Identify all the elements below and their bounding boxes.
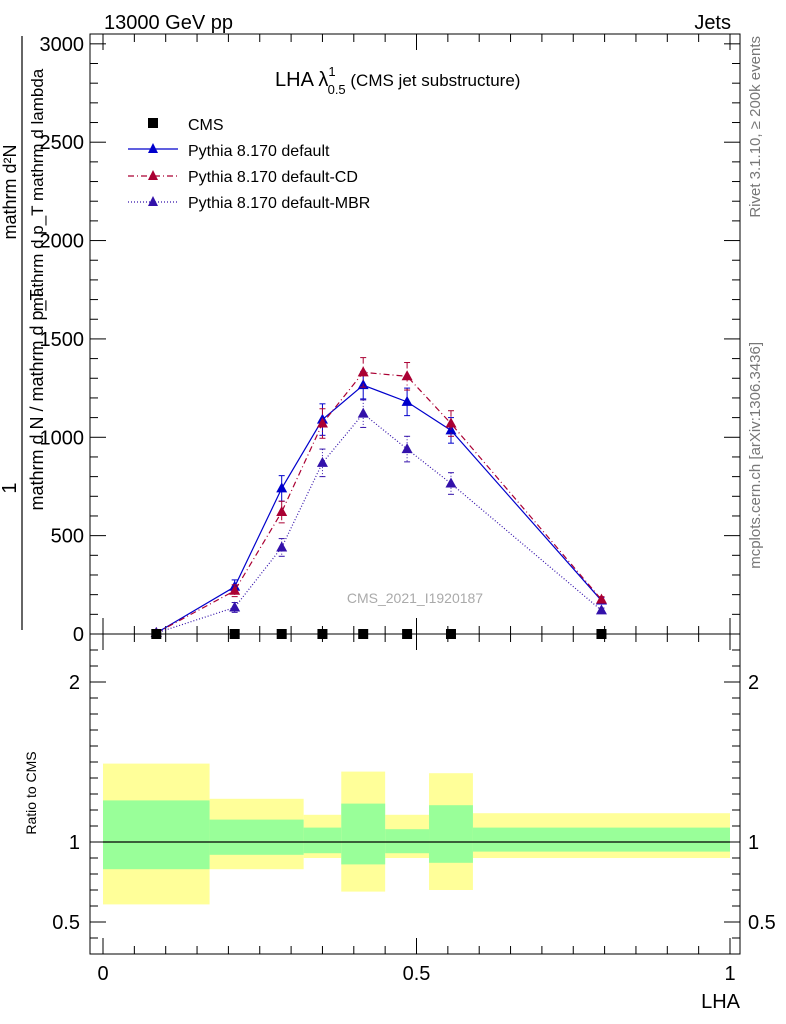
analysis-watermark: CMS_2021_I1920187: [347, 590, 483, 606]
cms-data-point: [151, 629, 162, 639]
ratio-y-tick-label-right: 0.5: [748, 912, 776, 934]
legend-label-default: Pythia 8.170 default: [188, 143, 330, 160]
legend-label-cd: Pythia 8.170 default-CD: [188, 169, 358, 186]
point-mbr: [229, 601, 241, 612]
ratio-band-inner: [209, 819, 304, 855]
ratio-axes: 0.5 0.5 1 1 2 2 0 0.5 1: [52, 634, 776, 985]
title-suffix: (CMS jet substructure): [346, 71, 521, 90]
point-cd: [401, 370, 413, 381]
ratio-band-inner: [472, 827, 730, 852]
point-mbr: [595, 604, 607, 615]
point-mbr: [357, 407, 369, 418]
point-mbr: [316, 456, 328, 467]
legend: CMS Pythia 8.170 default Pythia 8.170 de…: [128, 117, 370, 212]
ylabel-outer-numerator: 1: [0, 482, 21, 493]
x-tick-label: 1: [724, 963, 735, 985]
title-sup: 1: [328, 64, 335, 79]
ratio-band-inner: [429, 805, 473, 863]
y-tick-label: 1000: [40, 427, 85, 449]
ratio-y-tick-label: 2: [69, 672, 80, 694]
point-mbr: [445, 477, 457, 488]
point-cd: [595, 593, 607, 604]
y-tick-label: 1500: [40, 329, 85, 351]
ratio-y-tick-label: 1: [69, 832, 80, 854]
point-mbr: [276, 541, 288, 552]
title-main: LHA λ: [275, 69, 328, 91]
point-default: [401, 395, 413, 406]
main-axes: 0 500 1000 1500 2000 2500 3000: [40, 34, 740, 646]
ratio-y-tick-label: 0.5: [52, 912, 80, 934]
point-cd: [316, 417, 328, 428]
point-cd: [445, 417, 457, 428]
series-layer: [150, 357, 607, 638]
y-tick-label: 500: [51, 526, 84, 548]
legend-label-cms: CMS: [188, 117, 224, 134]
mcplots-label: mcplots.cern.ch [arXiv:1306.3436]: [747, 342, 764, 569]
ratio-bands: [103, 763, 730, 905]
cms-data-point: [402, 629, 413, 639]
ratio-band-inner: [303, 827, 342, 854]
legend-marker-mbr: [148, 196, 158, 206]
legend-marker-cd: [148, 170, 158, 180]
x-tick-label: 0: [97, 963, 108, 985]
legend-marker-cms: [148, 118, 158, 128]
cms-data-point: [445, 629, 456, 639]
ratio-band-inner: [341, 803, 386, 865]
x-tick-label: 0.5: [403, 963, 431, 985]
cms-data-point: [317, 629, 328, 639]
cms-data-layer: [151, 629, 607, 639]
point-cd: [357, 366, 369, 377]
point-cd: [276, 506, 288, 517]
y-tick-label: 0: [73, 624, 84, 646]
cms-data-point: [358, 629, 369, 639]
ratio-y-tick-label-right: 2: [748, 672, 759, 694]
x-axis-label: LHA: [701, 991, 741, 1013]
ylabel-top-denominator: mathrm d p_T mathrm d lambda: [28, 68, 47, 311]
legend-label-mbr: Pythia 8.170 default-MBR: [188, 195, 370, 212]
main-ylabel: 1 mathrm d N / mathrm d p_T mathrm d²N m…: [0, 36, 48, 630]
ylabel-top-numerator: mathrm d²N: [0, 144, 20, 239]
ylabel-outer-denominator: mathrm d N / mathrm d p_T: [27, 289, 48, 510]
cms-data-point: [229, 629, 240, 639]
point-cd: [229, 584, 241, 595]
series-line-default: [155, 384, 602, 634]
ratio-ylabel: Ratio to CMS: [23, 751, 39, 834]
point-mbr: [401, 443, 413, 454]
cms-data-point: [276, 629, 287, 639]
header-left: 13000 GeV pp: [104, 12, 233, 34]
cms-data-point: [596, 629, 607, 639]
rivet-label: Rivet 3.1.10, ≥ 200k events: [747, 36, 764, 218]
ratio-band-inner: [103, 800, 210, 870]
ratio-band-inner: [385, 829, 430, 854]
point-default: [276, 482, 288, 493]
y-tick-label: 2500: [40, 132, 85, 154]
y-tick-label: 3000: [40, 34, 85, 56]
y-tick-label: 2000: [40, 231, 85, 253]
plot-title: LHA λ1 0.5 (CMS jet substructure): [275, 64, 520, 97]
svg-text:LHA λ10.5 (CMS jet substructur: LHA λ1 0.5 (CMS jet substructure): [275, 64, 520, 97]
header-right: Jets: [694, 12, 731, 34]
legend-marker-default: [148, 143, 158, 153]
series-line-cd: [156, 371, 602, 634]
title-sub: 0.5: [328, 82, 346, 97]
ratio-y-tick-label-right: 1: [748, 832, 759, 854]
